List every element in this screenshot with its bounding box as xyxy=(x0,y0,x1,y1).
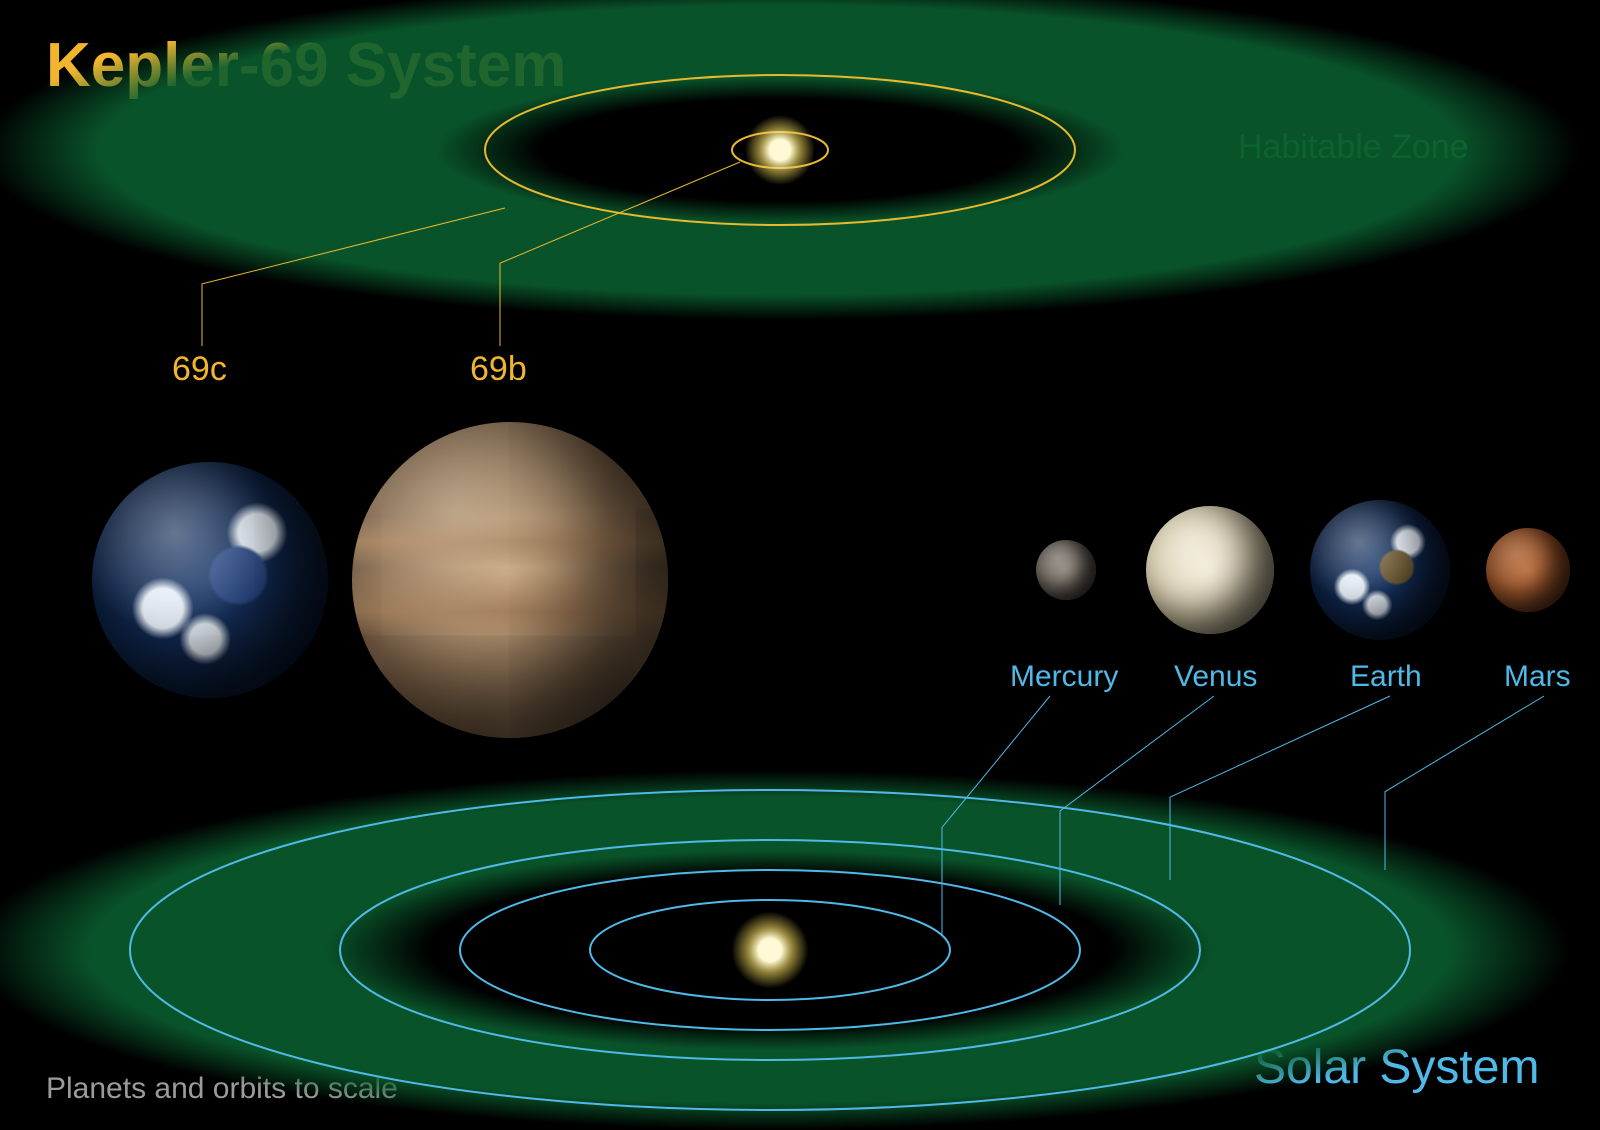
planet-label-earth: Earth xyxy=(1350,660,1422,694)
planet-label-mars: Mars xyxy=(1504,660,1571,694)
planet-69c xyxy=(92,462,328,698)
planet-venus xyxy=(1146,506,1274,634)
planet-mercury xyxy=(1036,540,1096,600)
solar-star xyxy=(732,912,809,989)
planet-label-mercury: Mercury xyxy=(1010,660,1118,694)
planet-69b xyxy=(352,422,668,738)
planet-label-venus: Venus xyxy=(1174,660,1257,694)
planet-earth xyxy=(1310,500,1450,640)
planet-mars xyxy=(1486,528,1570,612)
planet-label-69b: 69b xyxy=(470,350,527,389)
planet-label-69c: 69c xyxy=(172,350,227,389)
kepler-star xyxy=(745,115,815,185)
